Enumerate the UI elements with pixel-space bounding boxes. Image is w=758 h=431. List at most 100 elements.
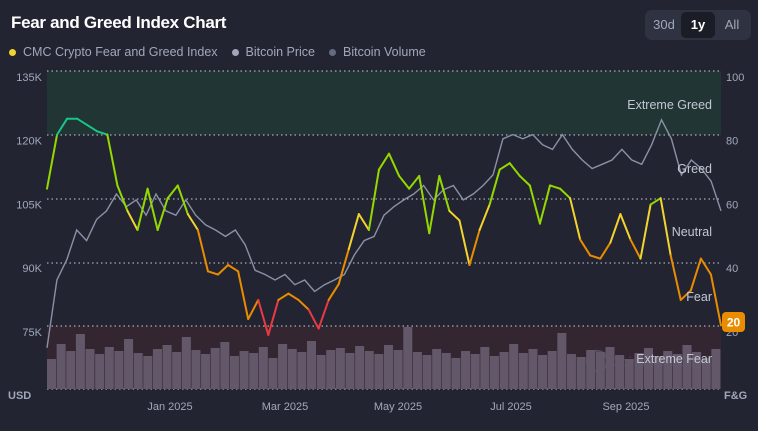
- legend-bitcoin-price[interactable]: Bitcoin Price: [231, 45, 316, 59]
- fear-greed-segment: [538, 184, 551, 225]
- fear-greed-segment: [196, 229, 209, 273]
- volume-bar: [268, 358, 278, 389]
- volume-bar: [316, 355, 326, 389]
- range-30d-button[interactable]: 30d: [653, 17, 675, 32]
- fear-greed-segment: [649, 197, 662, 206]
- current-value-text: 20: [727, 316, 741, 330]
- fear-greed-segment: [106, 133, 119, 187]
- volume-bar: [499, 352, 509, 389]
- fear-greed-segment: [377, 152, 391, 171]
- legend-bitcoin-volume[interactable]: Bitcoin Volume: [329, 45, 426, 59]
- volume-bar: [345, 353, 355, 389]
- legend-dot-icon: [231, 48, 239, 56]
- volume-bar: [104, 347, 114, 389]
- fear-greed-segment: [86, 124, 99, 133]
- chart-legend: CMC Crypto Fear and Greed Index Bitcoin …: [9, 45, 426, 59]
- x-axis-tick: May 2025: [374, 401, 422, 413]
- fear-greed-segment: [317, 298, 330, 330]
- volume-bar: [47, 359, 57, 389]
- volume-bar: [711, 349, 721, 389]
- volume-bar: [403, 327, 413, 389]
- volume-bar: [672, 354, 682, 389]
- volume-bar: [152, 349, 162, 389]
- fear-greed-segment: [589, 254, 602, 260]
- left-axis-tick: 75K: [22, 327, 42, 339]
- bitcoin-price-line: [46, 118, 722, 349]
- volume-bar: [451, 358, 461, 389]
- legend-label: Bitcoin Price: [245, 45, 316, 59]
- volume-bar: [557, 333, 567, 389]
- volume-bar: [306, 341, 316, 389]
- fear-greed-segment: [559, 187, 572, 200]
- fear-greed-segment: [599, 241, 612, 260]
- volume-bar: [335, 348, 345, 389]
- volume-bar: [489, 356, 499, 389]
- right-axis-tick: 80: [726, 136, 738, 148]
- fear-greed-segment: [468, 229, 481, 266]
- volume-bar: [181, 337, 191, 389]
- fear-greed-segment: [267, 298, 280, 336]
- fear-greed-segment: [609, 213, 622, 244]
- right-axis-tick: 100: [726, 72, 744, 84]
- volume-bar: [576, 357, 586, 389]
- volume-bar: [95, 354, 105, 389]
- fear-greed-segment: [327, 283, 340, 301]
- volume-bar: [422, 355, 432, 389]
- fear-greed-segment: [579, 238, 592, 257]
- fear-greed-segment: [307, 308, 320, 330]
- fear-greed-segment: [528, 184, 541, 225]
- legend-fear-greed[interactable]: CMC Crypto Fear and Greed Index: [9, 45, 218, 59]
- fear-greed-segment: [569, 197, 582, 241]
- left-axis-tick: 105K: [16, 199, 42, 211]
- fear-greed-segment: [518, 174, 531, 187]
- fear-greed-segment: [277, 292, 290, 301]
- volume-bar: [701, 358, 711, 389]
- fear-greed-segment: [56, 117, 69, 136]
- volume-bar: [634, 353, 644, 389]
- volume-bar: [528, 349, 538, 389]
- range-1y-button[interactable]: 1y: [681, 12, 715, 38]
- volume-bar: [547, 351, 557, 389]
- fear-greed-segment: [257, 298, 270, 336]
- volume-bar: [432, 349, 442, 389]
- volume-bar: [66, 351, 76, 389]
- volume-bar: [287, 349, 297, 389]
- fear-greed-segment: [498, 162, 511, 171]
- volume-bar: [133, 353, 143, 389]
- volume-bar: [278, 344, 288, 389]
- volume-bar: [297, 352, 307, 389]
- fear-greed-segment: [186, 213, 199, 231]
- volume-bar: [85, 349, 95, 389]
- volume-bar: [615, 355, 625, 389]
- volume-bar: [586, 350, 596, 389]
- volume-bar: [326, 350, 336, 389]
- fear-greed-segment: [247, 298, 260, 321]
- fear-greed-segment: [699, 257, 712, 276]
- volume-bar: [470, 354, 480, 389]
- fear-greed-segment: [46, 133, 59, 190]
- page-title: Fear and Greed Index Chart: [11, 13, 227, 32]
- volume-bar: [201, 354, 211, 389]
- volume-bar: [393, 350, 403, 389]
- range-all-button[interactable]: All: [724, 17, 740, 32]
- fear-greed-segment: [418, 174, 431, 235]
- volume-bar: [384, 345, 394, 389]
- x-axis-tick: Jul 2025: [490, 401, 532, 413]
- zone-label-fear: Fear: [686, 290, 712, 304]
- volume-bar: [624, 359, 634, 389]
- fear-greed-segment: [388, 152, 401, 177]
- volume-bar: [692, 352, 702, 389]
- fear-greed-segment: [669, 254, 682, 301]
- fear-greed-segment: [156, 197, 169, 231]
- fear-greed-segment: [337, 248, 350, 286]
- fear-greed-segment: [488, 168, 501, 206]
- volume-bar: [461, 351, 471, 389]
- left-axis-tick: 135K: [16, 72, 42, 84]
- fear-greed-segment: [357, 213, 370, 231]
- legend-label: Bitcoin Volume: [343, 45, 426, 59]
- volume-bar: [538, 355, 548, 389]
- extreme-greed-zone: [47, 71, 721, 135]
- zone-label-extreme-fear: Extreme Fear: [636, 352, 712, 366]
- fear-greed-segment: [166, 184, 179, 200]
